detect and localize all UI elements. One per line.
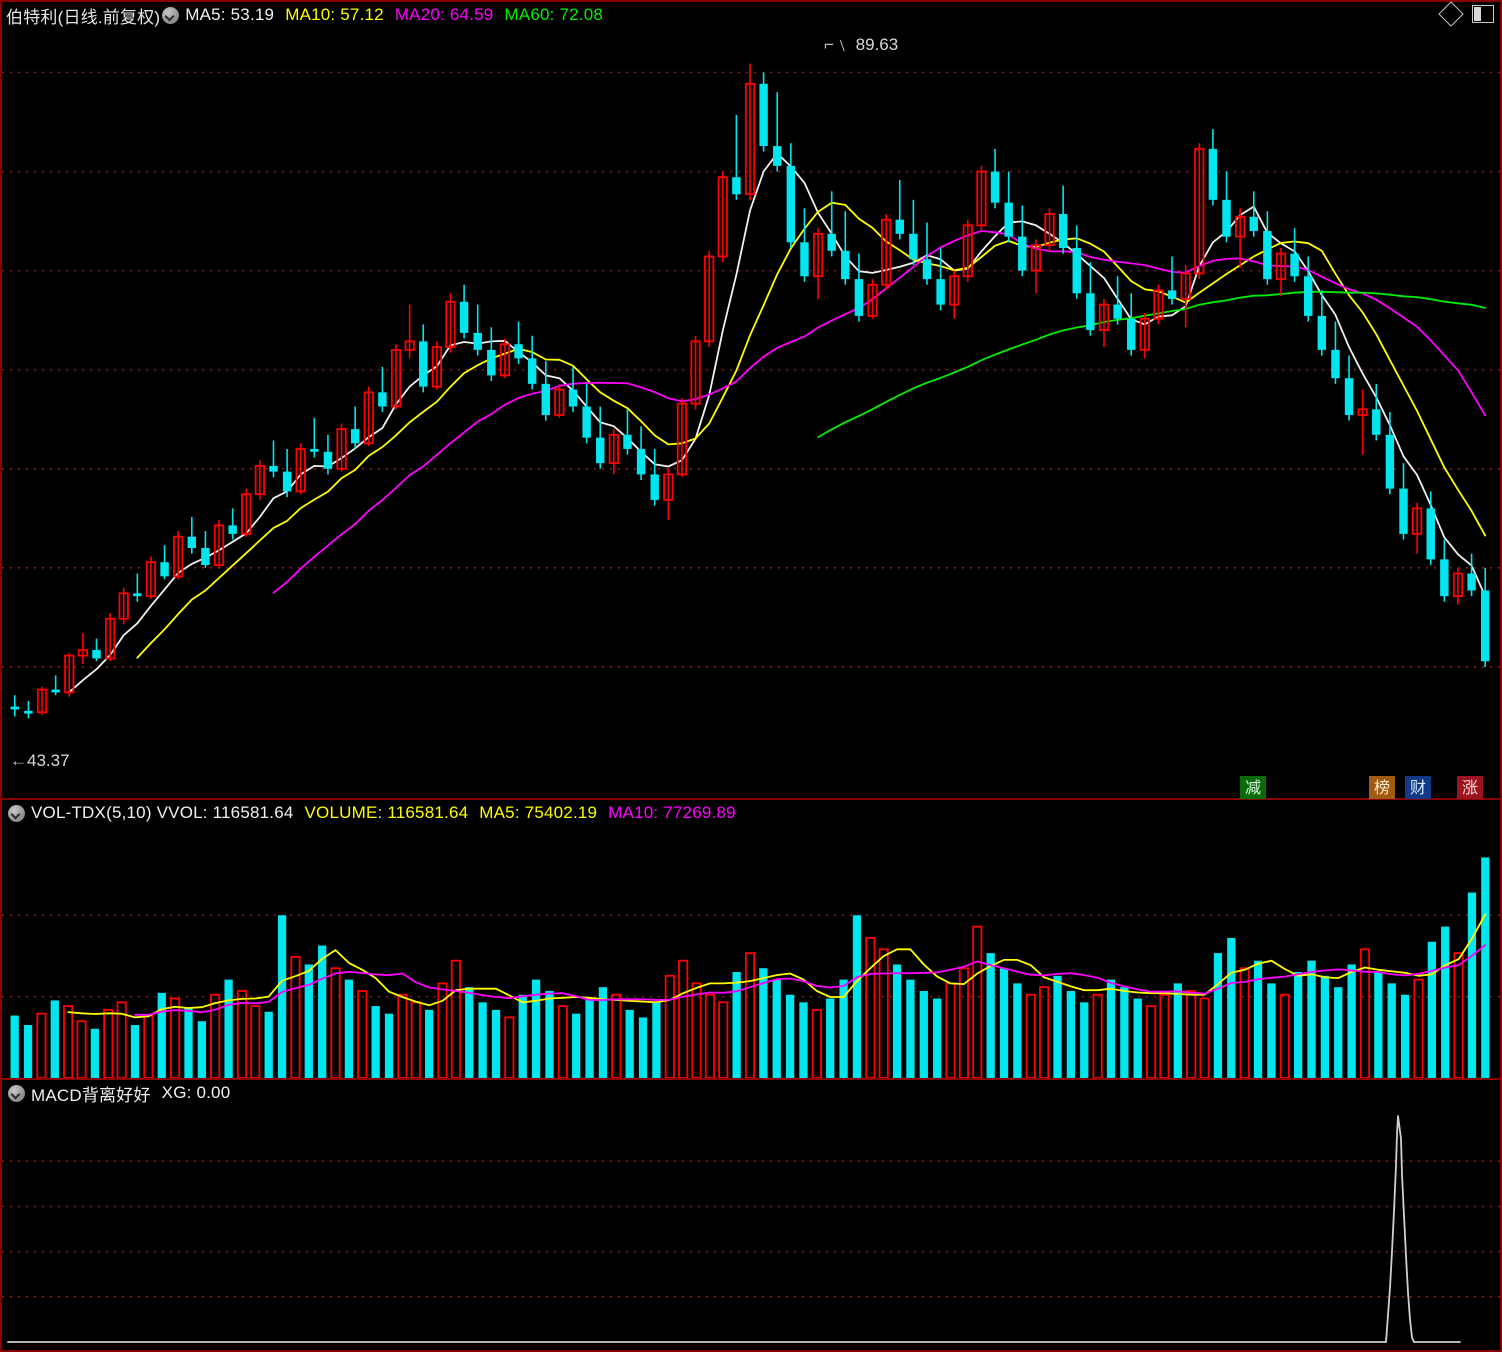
macd-legend: MACD背离好好 XG: 0.00 <box>6 1080 241 1106</box>
volume-panel: VOL-TDX(5,10) VVOL: 116581.64 VOLUME: 11… <box>2 800 1500 1080</box>
ma5-legend[interactable]: MA5: 53.19 <box>185 5 275 24</box>
window-controls <box>1438 1 1494 27</box>
status-badges: 减 榜 财 涨 <box>2 776 1500 800</box>
ma20-legend[interactable]: MA20: 64.59 <box>394 5 494 24</box>
volume-title[interactable]: VOL-TDX(5,10) VVOL: 116581.64 <box>31 803 294 822</box>
split-pane-icon[interactable] <box>1472 5 1494 23</box>
badge-finance[interactable]: 财 <box>1405 776 1431 799</box>
price-dropdown-icon[interactable] <box>162 6 180 24</box>
ma10-legend[interactable]: MA10: 57.12 <box>285 5 384 24</box>
ma60-legend[interactable]: MA60: 72.08 <box>504 5 604 24</box>
badge-rank[interactable]: 榜 <box>1369 776 1395 799</box>
volume-bar-chart[interactable] <box>2 800 1500 1080</box>
volume-ma10[interactable]: MA10: 77269.89 <box>608 803 736 822</box>
price-volume-divider <box>2 798 1500 800</box>
price-plot-area[interactable] <box>2 2 1500 800</box>
price-candlestick-chart[interactable] <box>2 2 1500 800</box>
macd-xg[interactable]: XG: 0.00 <box>161 1083 231 1102</box>
high-price-label: ⌐﹨ 89.63 <box>824 35 899 54</box>
price-legend: 伯特利(日线.前复权) MA5: 53.19 MA10: 57.12 MA20:… <box>6 2 614 28</box>
badge-reduce[interactable]: 减 <box>1240 776 1266 799</box>
price-chart-panel: 伯特利(日线.前复权) MA5: 53.19 MA10: 57.12 MA20:… <box>2 2 1500 800</box>
volume-legend: VOL-TDX(5,10) VVOL: 116581.64 VOLUME: 11… <box>6 800 747 826</box>
volume-ma5[interactable]: MA5: 75402.19 <box>479 803 598 822</box>
macd-dropdown-icon[interactable] <box>8 1084 25 1102</box>
badge-rise[interactable]: 涨 <box>1457 776 1483 799</box>
macd-line-chart[interactable] <box>2 1080 1500 1350</box>
macd-panel: MACD背离好好 XG: 0.00 <box>2 1080 1500 1350</box>
low-price-label: ←43.37 <box>10 751 70 770</box>
diamond-icon[interactable] <box>1438 1 1464 27</box>
volume-dropdown-icon[interactable] <box>8 804 25 822</box>
volume-plot-area[interactable] <box>2 800 1500 1080</box>
macd-title[interactable]: MACD背离好好 <box>31 1085 151 1105</box>
volume-macd-divider <box>2 1078 1500 1080</box>
instrument-title[interactable]: 伯特利(日线.前复权) <box>6 7 161 27</box>
macd-plot-area[interactable] <box>2 1080 1500 1350</box>
volume-value[interactable]: VOLUME: 116581.64 <box>304 803 469 822</box>
